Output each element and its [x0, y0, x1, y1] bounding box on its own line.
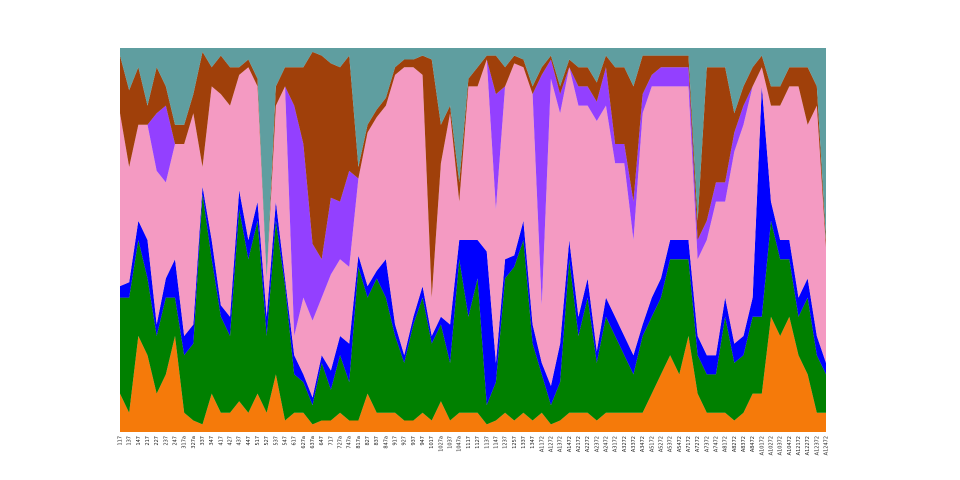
x-tick-label: 1127 [475, 436, 481, 449]
x-tick-label: A2372 [594, 436, 600, 452]
x-tick-label: 247 [173, 436, 179, 446]
x-tick-label: 1147 [493, 436, 499, 449]
x-tick-label: 1137 [484, 436, 490, 449]
x-tick-label: 1017 [429, 436, 435, 449]
x-tick-label: 447 [246, 436, 252, 446]
x-tick-label: 227 [154, 436, 160, 446]
x-tick-label: A12472 [824, 436, 830, 455]
x-tick-label: A10172 [759, 436, 765, 455]
x-tick-label: 337 [200, 436, 206, 446]
x-tick-label: 917 [393, 436, 399, 446]
x-tick-label: 847a [383, 436, 389, 449]
x-tick-label: A10272 [768, 436, 774, 455]
x-tick-label: 1117 [466, 436, 472, 449]
x-tick-label: A1272 [548, 436, 554, 452]
x-tick-label: A5272 [658, 436, 664, 452]
x-tick-label: A5372 [668, 436, 674, 452]
x-tick-label: 1347 [530, 436, 536, 449]
x-tick-label: A5172 [649, 436, 655, 452]
x-tick-label: 627a [301, 436, 307, 449]
x-tick-label: A7172 [686, 436, 692, 452]
x-tick-label: 427 [228, 436, 234, 446]
area [120, 48, 826, 279]
area [120, 86, 826, 406]
x-tick-label: 1047a [457, 436, 463, 452]
x-tick-label: 1257 [512, 436, 518, 449]
x-tick-label: 137 [127, 436, 133, 446]
x-tick-label: A12372 [814, 436, 820, 455]
x-tick-label: A7472 [713, 436, 719, 452]
x-tick-label: 217 [145, 436, 151, 446]
x-tick-label: 1027a [438, 436, 444, 452]
x-tick-label: 617 [292, 436, 298, 446]
x-tick-label: 327a [191, 436, 197, 449]
x-tick-label: 437 [237, 436, 243, 446]
area [120, 316, 826, 432]
x-tick-label: A3372 [631, 436, 637, 452]
x-tick-label: 537 [273, 436, 279, 446]
x-tick-label: 747a [347, 436, 353, 449]
x-tick-label: A12272 [805, 436, 811, 455]
area [120, 59, 826, 337]
x-tick-label: A3272 [622, 436, 628, 452]
x-tick-label: 937 [411, 436, 417, 446]
x-tick-label: 117 [118, 436, 124, 446]
x-tick-label: 1037 [448, 436, 454, 449]
x-tick-label: 717 [328, 436, 334, 446]
x-tick-label: A3172 [613, 436, 619, 452]
x-tick-label: 647 [319, 436, 325, 446]
x-tick-label: A8472 [750, 436, 756, 452]
x-tick-label: A5472 [677, 436, 683, 452]
x-tick-label: A1372 [558, 436, 564, 452]
area [120, 59, 826, 398]
x-tick-label: A10472 [787, 436, 793, 455]
x-tick-label: A8372 [741, 436, 747, 452]
x-tick-label: 347 [209, 436, 215, 446]
x-tick-label: 547 [283, 436, 289, 446]
x-tick-label: 837 [374, 436, 380, 446]
x-tick-label: A2272 [585, 436, 591, 452]
x-tick-label: 517 [255, 436, 261, 446]
area [120, 193, 826, 425]
x-tick-label: 1337 [521, 436, 527, 449]
x-tick-label: A10372 [778, 436, 784, 455]
x-tick-label: A7372 [704, 436, 710, 452]
x-tick-label: 237 [163, 436, 169, 446]
x-tick-label: 827 [365, 436, 371, 446]
x-tick-label: A3472 [640, 436, 646, 452]
x-tick-label: A7272 [695, 436, 701, 452]
x-tick-label: A2172 [576, 436, 582, 452]
x-tick-label: A8272 [732, 436, 738, 452]
x-tick-label: A12172 [796, 436, 802, 455]
x-tick-label: A8172 [723, 436, 729, 452]
x-tick-label: 637a [310, 436, 316, 449]
x-tick-label: 147 [136, 436, 142, 446]
x-tick-label: A1172 [539, 436, 545, 452]
x-tick-label: 817a [356, 436, 362, 449]
x-tick-label: 527 [264, 436, 270, 446]
x-tick-label: 927 [402, 436, 408, 446]
x-tick-label: 317a [182, 436, 188, 449]
x-tick-label: 727a [338, 436, 344, 449]
x-tick-label: 417 [218, 436, 224, 446]
area [120, 51, 826, 298]
x-tick-label: 947 [420, 436, 426, 446]
x-tick-label: A2472 [603, 436, 609, 452]
x-tick-label: A1472 [567, 436, 573, 452]
x-tick-label: 1237 [503, 436, 509, 449]
